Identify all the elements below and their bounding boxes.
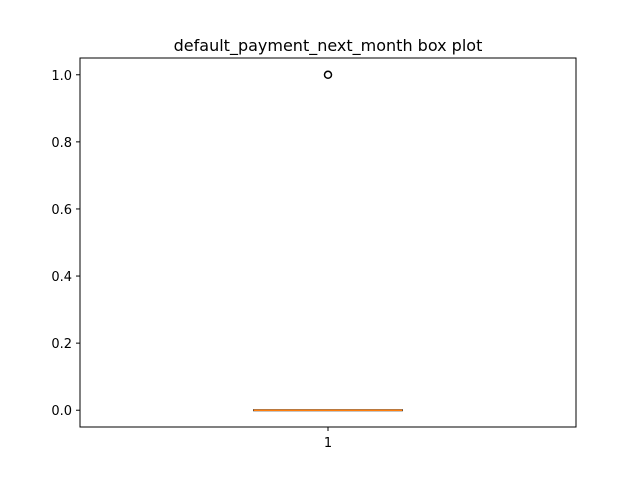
plot-frame (79, 57, 577, 428)
y-tick-label: 0.0 (51, 404, 72, 419)
y-tick-label: 1.0 (51, 69, 72, 84)
outlier-point (323, 70, 333, 80)
y-tick-label: 0.2 (51, 337, 72, 352)
chart-title: default_payment_next_month box plot (174, 36, 483, 56)
y-tick-label: 0.4 (51, 270, 72, 285)
y-tick-label: 0.6 (51, 203, 72, 218)
y-tick-label: 0.8 (51, 136, 72, 151)
x-tick-label: 1 (324, 436, 332, 451)
plot-area: 0.0 0.2 0.4 0.6 0.8 1.0 1 (51, 57, 577, 451)
